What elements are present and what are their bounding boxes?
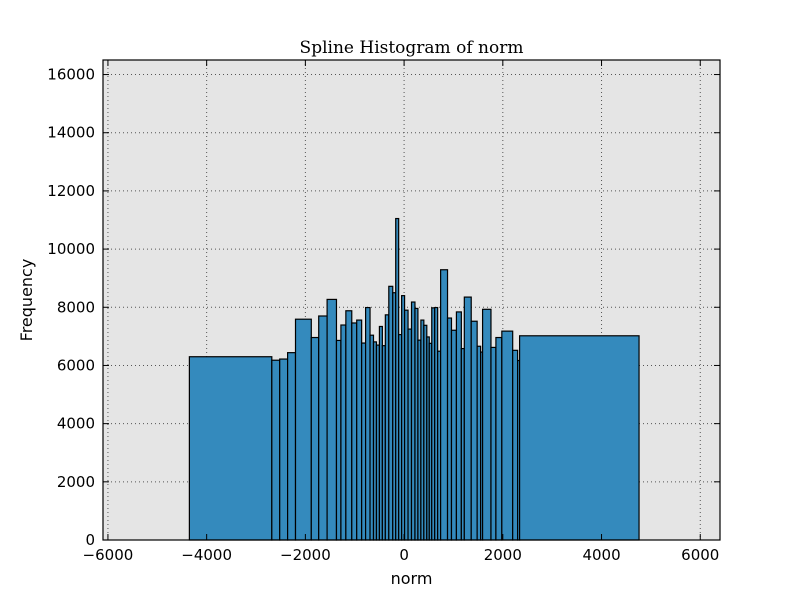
histogram-bar: [356, 319, 363, 541]
y-tick-label: 6000: [57, 356, 95, 374]
histogram-bar: [501, 330, 514, 541]
x-axis-label: norm: [391, 569, 433, 588]
histogram-bar: [481, 308, 492, 541]
histogram-bar: [326, 298, 338, 541]
histogram-bar: [287, 352, 297, 541]
histogram-bars: [188, 217, 640, 541]
histogram-bar: [512, 349, 519, 541]
histogram-bar: [495, 336, 503, 541]
histogram-bar: [345, 310, 353, 541]
chart-title: Spline Histogram of norm: [300, 38, 524, 58]
histogram-bar: [279, 358, 289, 541]
histogram-bar: [455, 311, 462, 541]
x-tick-label: −4000: [181, 546, 232, 564]
plot-frame: [102, 59, 721, 541]
histogram-bar: [364, 306, 371, 541]
histogram-bar: [351, 322, 358, 541]
histogram-bar: [490, 346, 497, 541]
histogram-bar: [271, 359, 281, 541]
x-tick-label: 4000: [582, 546, 620, 564]
histogram-bar: [470, 320, 478, 541]
x-tick-label: 6000: [681, 546, 719, 564]
histogram-bar: [318, 315, 328, 541]
y-tick-label: 10000: [47, 240, 95, 258]
y-tick-label: 0: [85, 531, 95, 549]
y-tick-label: 2000: [57, 473, 95, 491]
histogram-bar: [463, 296, 472, 541]
y-tick-label: 14000: [47, 124, 95, 142]
histogram-bar: [188, 356, 273, 541]
histogram-bar: [294, 318, 312, 541]
histogram-bar: [310, 336, 320, 541]
y-tick-label: 12000: [47, 182, 95, 200]
y-tick-label: 16000: [47, 66, 95, 84]
histogram-bar: [450, 329, 458, 541]
x-tick-label: −2000: [280, 546, 331, 564]
axis-ticks: −6000 −4000 −2000 0 2000 4000 6000 0 2000 4000 600…: [47, 60, 720, 564]
y-tick-label: 8000: [57, 298, 95, 316]
x-tick-label: 0: [399, 546, 409, 564]
x-tick-label: −6000: [83, 546, 134, 564]
histogram-bar: [335, 339, 342, 541]
histogram-bar: [440, 269, 449, 541]
y-axis-label: Frequency: [17, 259, 36, 342]
x-tick-label: 2000: [484, 546, 522, 564]
histogram-bar: [340, 324, 347, 541]
histogram-bar: [518, 335, 640, 541]
y-tick-label: 4000: [57, 415, 95, 433]
